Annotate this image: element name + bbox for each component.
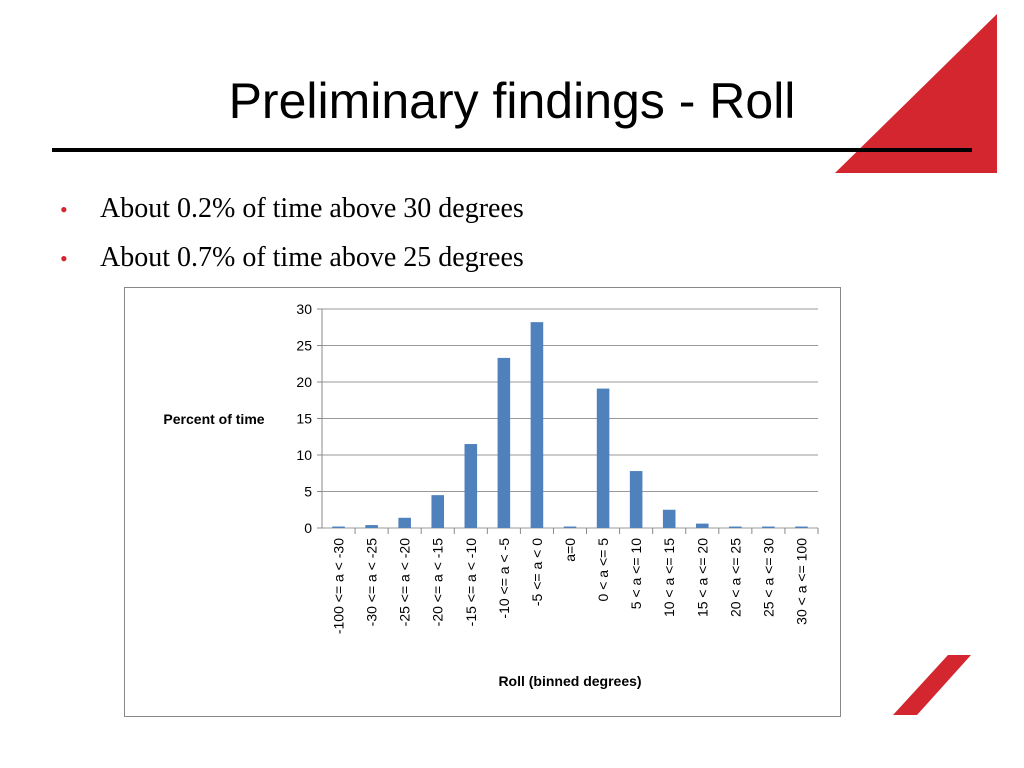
bullet-dot: • bbox=[60, 197, 68, 222]
bar bbox=[398, 517, 411, 528]
x-tick-label: -30 <= a < -25 bbox=[364, 538, 380, 627]
bar bbox=[762, 526, 775, 528]
bar bbox=[431, 495, 445, 528]
y-tick-label: 20 bbox=[296, 374, 312, 390]
x-tick-label: -5 <= a < 0 bbox=[529, 538, 545, 606]
x-tick-label: 5 < a <= 10 bbox=[628, 538, 644, 609]
y-tick-label: 10 bbox=[296, 447, 312, 463]
x-tick-label: a=0 bbox=[562, 538, 578, 562]
x-tick-label: 10 < a <= 15 bbox=[661, 538, 677, 617]
bar bbox=[729, 526, 742, 528]
bullet: About 0.2% of time above 30 degrees bbox=[100, 193, 524, 224]
x-tick-label: -15 <= a < -10 bbox=[463, 538, 479, 627]
x-tick-label: -100 <= a < -30 bbox=[331, 538, 347, 634]
y-tick-label: 30 bbox=[296, 301, 312, 317]
bar bbox=[629, 471, 643, 528]
y-tick-label: 25 bbox=[296, 338, 312, 354]
y-tick-label: 0 bbox=[304, 520, 312, 536]
bar bbox=[695, 523, 709, 528]
x-tick-label: -20 <= a < -15 bbox=[430, 538, 446, 627]
bar bbox=[596, 388, 610, 528]
bar bbox=[497, 357, 511, 528]
x-tick-label: -10 <= a < -5 bbox=[496, 538, 512, 619]
bar bbox=[365, 525, 378, 528]
chart: Percent of time Roll (binned degrees) 0 5… bbox=[163, 301, 819, 689]
corner-stripe bbox=[893, 655, 971, 715]
y-axis-label: Percent of time bbox=[163, 411, 264, 427]
slide-title: Preliminary findings - Roll bbox=[229, 73, 796, 129]
bar bbox=[795, 526, 808, 528]
corner-triangle bbox=[835, 14, 997, 173]
bar bbox=[563, 526, 577, 528]
y-tick-label: 15 bbox=[296, 411, 312, 427]
x-tick-label: 25 < a <= 30 bbox=[760, 538, 776, 617]
bullet-dot: • bbox=[60, 246, 68, 271]
bar bbox=[662, 509, 676, 528]
bar bbox=[530, 322, 544, 528]
y-tick-label: 5 bbox=[304, 484, 312, 500]
x-tick-label: 0 < a <= 5 bbox=[595, 538, 611, 602]
x-tick-label: -25 <= a < -20 bbox=[397, 538, 413, 627]
x-tick-label: 30 < a <= 100 bbox=[793, 538, 809, 625]
x-tick-label: 15 < a <= 20 bbox=[694, 538, 710, 617]
bar bbox=[332, 526, 345, 528]
bar bbox=[464, 444, 478, 528]
chart-frame bbox=[124, 287, 841, 717]
x-axis-label: Roll (binned degrees) bbox=[498, 673, 641, 689]
bullet: About 0.7% of time above 25 degrees bbox=[100, 242, 524, 273]
x-tick-label: 20 < a <= 25 bbox=[727, 538, 743, 617]
